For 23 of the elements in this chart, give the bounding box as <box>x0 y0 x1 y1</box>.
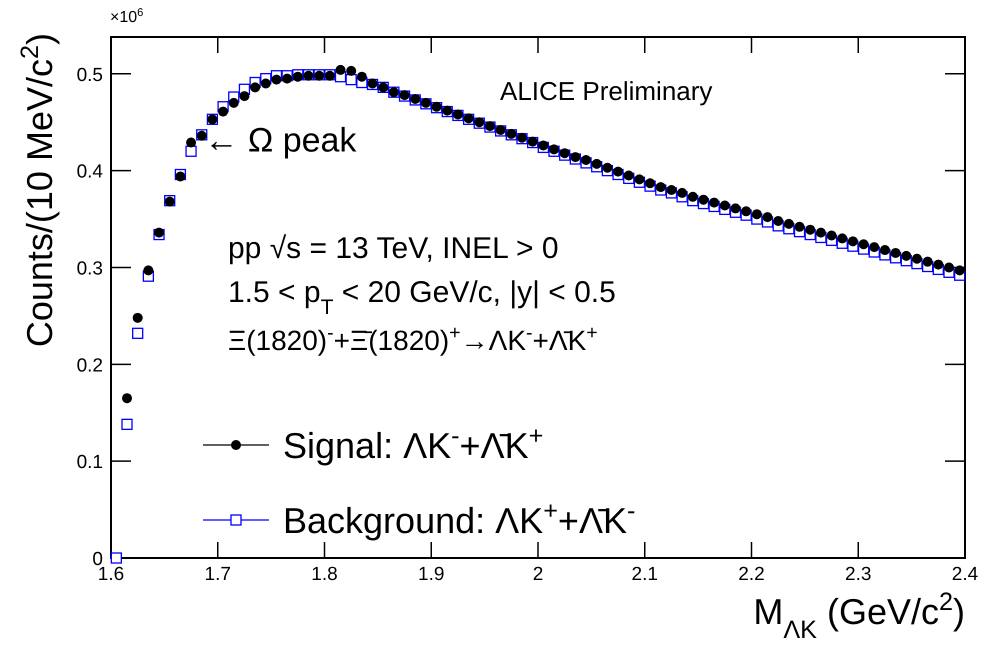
annotation: pp √s = 13 TeV, INEL > 0 <box>228 232 559 265</box>
x-tick-label: 2.3 <box>845 564 872 585</box>
legend-label: Signal: ΛK$^{-}$+Λ̄K$^{+}$ <box>283 422 544 466</box>
legend-label: Background: ΛK$^{+}$+Λ̄K$^{-}$ <box>283 497 636 541</box>
y-tick-label: 0.5 <box>76 64 103 86</box>
x-tick-label: 2 <box>532 564 544 585</box>
y-tick-label: 0.1 <box>76 452 103 474</box>
x-tick-label: 2.2 <box>738 564 765 585</box>
x-tick-label: 1.6 <box>98 564 124 585</box>
x-axis-title: M$_{ΛK}$ (GeV/c$^{2}$) <box>753 588 965 644</box>
x-tick-label: 1.7 <box>204 564 231 585</box>
y-tick-label: 0.2 <box>76 355 103 376</box>
y-tick-label: 0.3 <box>76 258 103 280</box>
x-tick-label: 1.8 <box>311 564 338 585</box>
annotation: ← Ω peak <box>204 122 358 160</box>
y-tick-label: 0.4 <box>76 162 104 183</box>
x-tick-label: 1.9 <box>418 564 444 585</box>
x-tick-label: 2.1 <box>632 564 658 585</box>
annotation: 1.5 < p$_{T}$ < 20 GeV/c, |y| < 0.5 <box>228 276 616 318</box>
annotation: Ξ(1820)$^{-}$+Ξ̄(1820)$^{+}$→ΛK$^{-}$+Λ̄K$^{+}$ <box>228 322 598 356</box>
x-tick-label: 2.4 <box>952 564 979 585</box>
annotation: ALICE Preliminary <box>500 76 712 106</box>
text: ×10$^{6}$ <box>110 7 144 26</box>
